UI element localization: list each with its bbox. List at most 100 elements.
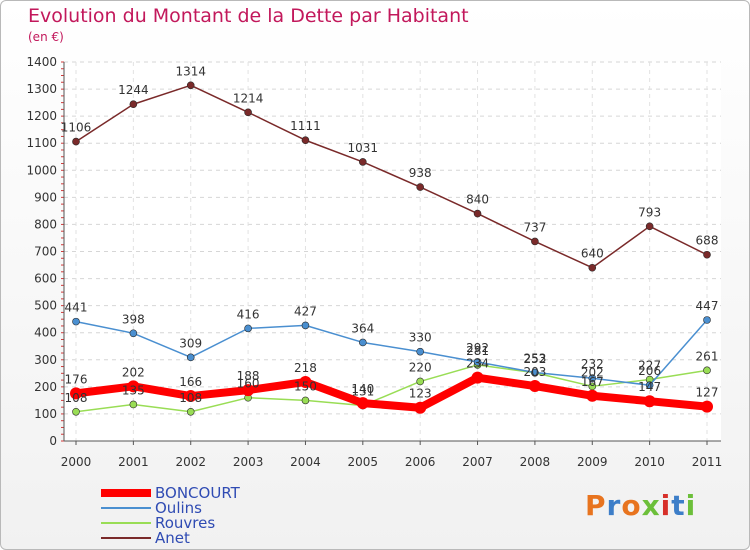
logo-letter: i [660,489,672,522]
data-label: 147 [638,380,661,394]
data-label: 447 [696,299,719,313]
y-tick-label: 600 [34,272,57,286]
data-point [72,137,80,146]
data-point [701,400,713,413]
data-point [129,400,138,409]
series-line-anet [75,84,708,269]
data-label: 108 [179,391,202,405]
data-label: 131 [351,385,374,399]
data-label: 150 [294,379,317,393]
data-label: 292 [466,341,489,355]
data-point [473,209,482,218]
data-label: 1314 [175,64,206,78]
series-line-boncourt [75,373,708,412]
data-label: 309 [179,336,202,350]
y-tick-label: 300 [34,353,57,367]
label-layer: 176 202 166 188 218 140 123 234 203 167 147 127 441 3… [61,64,719,404]
data-point [301,321,310,330]
data-label: 330 [409,331,432,345]
x-tick-label: 2000 [61,455,92,469]
data-label: 261 [696,349,719,363]
x-tick-label: 2005 [348,455,379,469]
chart-title: Evolution du Montant de la Dette par Hab… [28,5,469,27]
x-tick-label: 2004 [290,455,321,469]
legend-swatch [101,537,151,539]
series-layer [70,81,713,416]
y-tick-label: 1200 [26,109,57,123]
data-label: 427 [294,304,317,318]
data-point [703,366,711,375]
data-point [645,381,654,390]
data-point [72,407,80,416]
series-line-rouvres [75,364,708,413]
legend-label: Anet [155,529,190,547]
data-label: 206 [638,364,661,378]
x-tick-label: 2009 [577,455,608,469]
logo-letter: r [606,489,622,522]
y-tick-label: 500 [34,299,57,313]
legend-label: Oulins [155,499,202,517]
data-point [70,387,82,400]
data-label: 737 [523,220,546,234]
data-point [186,81,195,90]
data-point [416,183,424,191]
logo-letter: x [641,489,661,522]
data-label: 1214 [233,91,264,105]
y-tick-label: 1300 [26,82,57,96]
data-label: 364 [351,321,374,335]
data-point [186,407,195,416]
data-point [414,401,427,414]
data-point [703,250,711,259]
data-label: 441 [65,301,88,315]
data-point [643,395,656,408]
data-point [129,329,138,338]
data-point [531,237,539,246]
data-point [301,396,310,405]
data-label: 220 [409,360,432,374]
data-point [473,358,482,366]
data-point [72,317,80,326]
data-label: 1111 [290,119,321,133]
data-label: 218 [294,361,317,375]
logo-letter: o [621,489,642,522]
data-label: 234 [466,357,489,371]
series-line-oulins [75,319,708,386]
x-tick-label: 2011 [692,455,723,469]
data-point [244,108,252,117]
data-point [588,374,597,382]
y-tick-label: 700 [34,245,57,259]
data-label: 1106 [61,121,92,135]
data-label: 202 [581,365,604,379]
y-tick-label: 200 [34,380,57,394]
data-label: 160 [237,377,260,391]
legend-swatch [101,522,151,524]
data-point [242,384,255,397]
y-tick-label: 900 [34,190,57,204]
data-label: 202 [122,365,145,379]
legend-label: BONCOURT [155,484,240,502]
data-label: 167 [581,375,604,389]
y-tick-label: 0 [49,434,57,448]
data-label: 123 [409,387,432,401]
data-label: 140 [351,382,374,396]
data-point [703,316,711,324]
data-label: 108 [65,391,88,405]
data-label: 127 [696,386,719,400]
data-label: 253 [523,352,546,366]
data-point [299,375,312,388]
y-tick-label: 800 [34,217,57,231]
legend-item: Oulins [101,499,321,517]
legend-swatch [101,489,151,497]
data-label: 166 [179,375,202,389]
data-label: 1031 [348,141,379,155]
y-tick-label: 1100 [26,136,57,150]
legend-item: Anet [101,529,321,547]
x-tick-label: 2003 [233,455,264,469]
x-tick-label: 2002 [175,455,206,469]
legend: BONCOURT Oulins Rouvres Anet [101,484,321,547]
y-tick-label: 1400 [26,55,57,69]
x-tick-label: 2010 [634,455,665,469]
data-point [184,390,197,403]
data-label: 416 [237,307,260,321]
